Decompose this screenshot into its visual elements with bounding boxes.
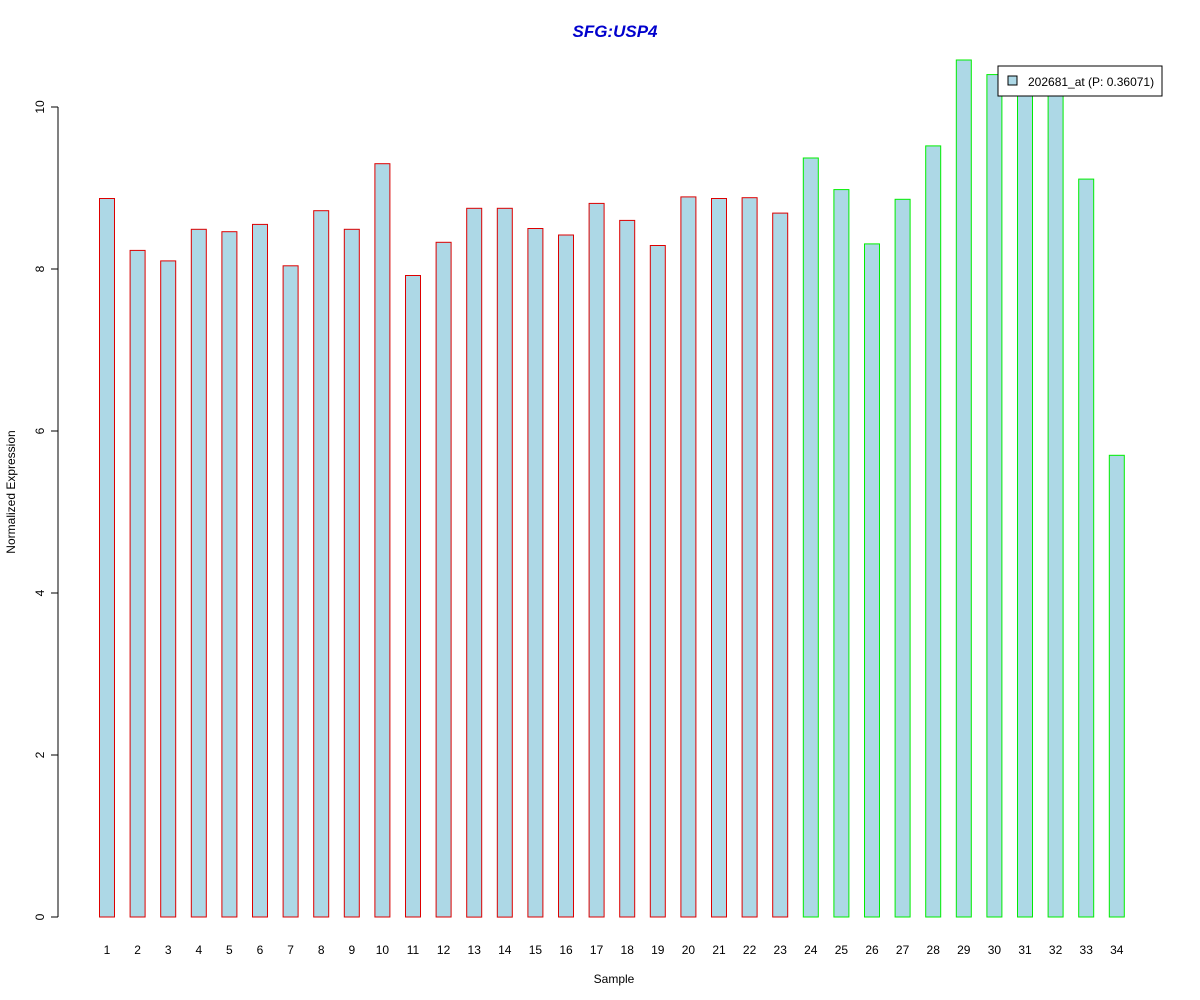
- bar-sample-25: [833, 189, 850, 918]
- x-tick-label: 33: [1080, 943, 1094, 957]
- chart-title: SFG:USP4: [572, 22, 658, 41]
- bar-sample-7: [282, 265, 299, 918]
- y-tick-label: 8: [33, 265, 47, 272]
- x-tick-label: 6: [257, 943, 264, 957]
- bar-sample-1: [99, 198, 115, 918]
- x-tick-labels: 1 2 3 4 5 6 7 8 9 10 11 12 13 14 15 16 17 18 19 20 21 22 23 24 2…: [104, 943, 1124, 957]
- y-axis-label: Normalized Expression: [4, 430, 18, 553]
- x-tick-label: 26: [865, 943, 879, 957]
- bar-sample-23: [772, 212, 789, 918]
- y-axis: 0 2 4 6 8 10: [33, 100, 59, 920]
- x-tick-label: 12: [437, 943, 451, 957]
- bar-sample-14: [496, 207, 513, 918]
- bar-sample-13: [466, 207, 483, 918]
- bar-sample-2: [129, 249, 146, 918]
- x-tick-label: 3: [165, 943, 172, 957]
- x-tick-label: 11: [407, 943, 420, 957]
- x-tick-label: 19: [651, 943, 665, 957]
- x-tick-label: 25: [835, 943, 849, 957]
- bar-sample-31: [1017, 90, 1033, 918]
- y-tick-label: 6: [33, 427, 47, 434]
- x-tick-label: 8: [318, 943, 325, 957]
- bar-sample-3: [160, 260, 177, 918]
- x-tick-label: 5: [226, 943, 233, 957]
- x-tick-label: 17: [590, 943, 604, 957]
- bar-sample-32: [1047, 90, 1064, 918]
- x-tick-label: 18: [621, 943, 635, 957]
- bar-sample-15: [527, 228, 544, 918]
- x-tick-label: 16: [559, 943, 573, 957]
- bar-sample-28: [925, 145, 942, 918]
- x-tick-label: 34: [1110, 943, 1124, 957]
- x-tick-label: 31: [1018, 943, 1032, 957]
- x-tick-label: 23: [774, 943, 788, 957]
- x-tick-label: 2: [134, 943, 141, 957]
- x-tick-label: 22: [743, 943, 757, 957]
- legend-swatch: [1007, 75, 1018, 86]
- x-tick-label: 7: [287, 943, 294, 957]
- x-tick-label: 9: [348, 943, 355, 957]
- bar-sample-26: [864, 243, 880, 918]
- bar-sample-9: [343, 228, 360, 918]
- bar-sample-10: [374, 163, 391, 918]
- x-tick-label: 21: [712, 943, 726, 957]
- legend: 202681_at (P: 0.36071): [997, 65, 1163, 97]
- legend-box: [997, 65, 1163, 97]
- legend-entry: 202681_at (P: 0.36071): [1028, 75, 1154, 89]
- bar-sample-18: [619, 219, 636, 918]
- x-axis-label: Sample: [594, 972, 635, 986]
- bar-sample-6: [252, 223, 268, 918]
- bar-sample-20: [680, 196, 697, 918]
- y-tick-label: 2: [33, 751, 47, 758]
- bar-sample-33: [1078, 178, 1095, 918]
- bar-sample-8: [313, 210, 330, 918]
- bar-sample-5: [221, 231, 238, 918]
- x-tick-label: 13: [468, 943, 482, 957]
- x-tick-label: 20: [682, 943, 696, 957]
- y-tick-label: 0: [33, 913, 47, 920]
- x-tick-label: 1: [104, 943, 111, 957]
- x-tick-label: 24: [804, 943, 818, 957]
- bar-sample-16: [558, 234, 574, 918]
- x-tick-label: 4: [195, 943, 202, 957]
- bar-sample-29: [955, 59, 972, 918]
- bars-group: [99, 59, 1125, 918]
- bar-sample-19: [649, 245, 666, 918]
- x-tick-label: 27: [896, 943, 910, 957]
- y-tick-label: 4: [33, 589, 47, 596]
- x-tick-label: 15: [529, 943, 543, 957]
- bar-sample-21: [711, 198, 727, 918]
- y-tick-label: 10: [33, 100, 47, 114]
- bar-sample-12: [435, 241, 452, 918]
- bar-sample-22: [741, 197, 758, 918]
- bar-sample-4: [190, 228, 207, 918]
- bar-sample-27: [894, 198, 911, 918]
- bar-sample-11: [405, 275, 421, 918]
- bar-sample-34: [1108, 454, 1125, 918]
- x-tick-label: 30: [988, 943, 1002, 957]
- x-tick-label: 29: [957, 943, 971, 957]
- x-tick-label: 32: [1049, 943, 1063, 957]
- x-tick-label: 28: [927, 943, 941, 957]
- x-tick-label: 14: [498, 943, 512, 957]
- bar-sample-24: [802, 157, 819, 918]
- x-tick-label: 10: [376, 943, 390, 957]
- bar-sample-30: [986, 74, 1003, 918]
- bar-sample-17: [588, 202, 605, 918]
